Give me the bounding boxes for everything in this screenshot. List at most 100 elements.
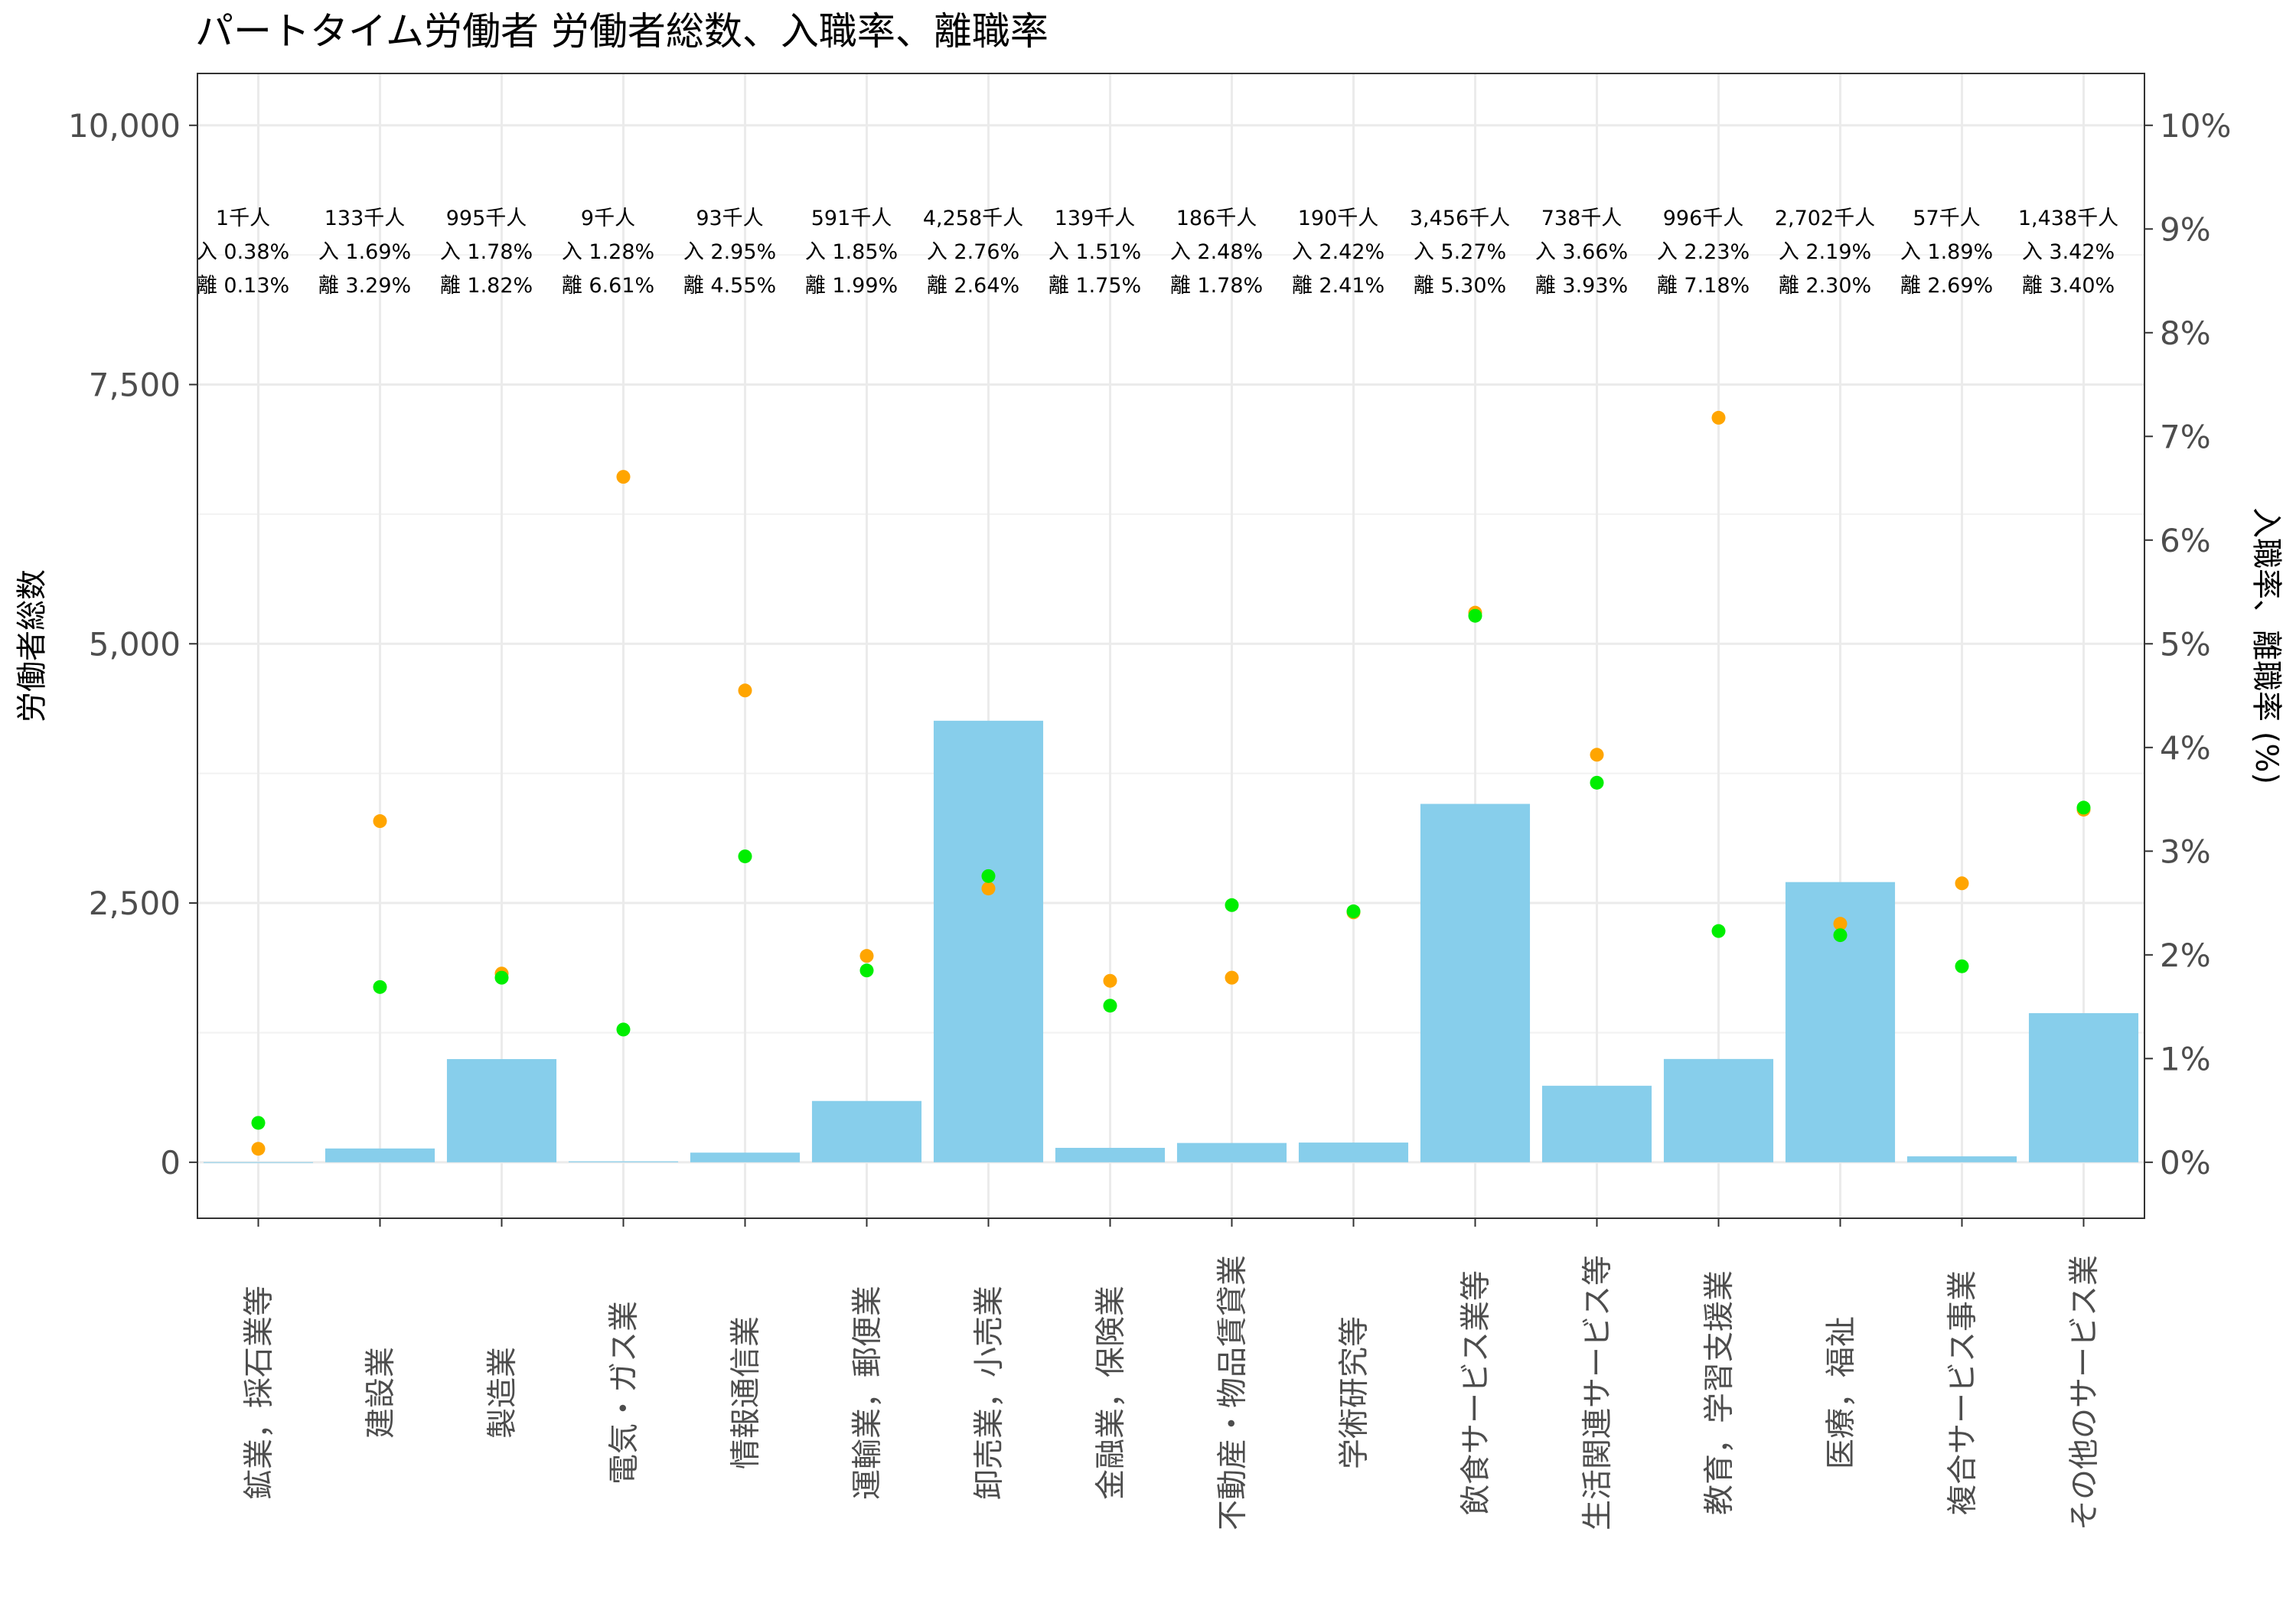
category-label: 建設業 <box>364 1347 399 1439</box>
total-annotation: 190千人 <box>1298 207 1379 230</box>
total-annotation: 9千人 <box>581 207 635 230</box>
entry-annotation: 入 2.48% <box>1170 240 1263 264</box>
entry-rate-point <box>1225 898 1239 912</box>
total-annotation: 4,258千人 <box>923 207 1023 230</box>
bar <box>1906 1156 2017 1162</box>
y-tick-label: 2,500 <box>89 885 181 922</box>
exit-annotation: 離 1.99% <box>805 274 898 298</box>
bar <box>933 720 1044 1162</box>
y2-tick-label: 5% <box>2160 625 2211 663</box>
entry-rate-point <box>738 849 752 864</box>
exit-annotation: 離 1.78% <box>1170 274 1263 298</box>
y-tick-label: 0 <box>160 1144 181 1182</box>
category-label: 飲食サービス業等 <box>1459 1270 1494 1515</box>
category-labels: 鉱業，採石業等 建設業 製造業 電気・ガス業 情報通信業 運輸業，郵便業 卸売業，小売業 金融… <box>242 1255 2102 1530</box>
entry-rate-point <box>1590 775 1604 790</box>
entry-annotation: 入 1.89% <box>1900 240 1993 264</box>
bar <box>1298 1143 1409 1162</box>
axes: 0 2,500 5,000 7,500 10,000 0% 1% 2% 3% 4% 5% 6% 7% 8%… <box>68 107 2231 1227</box>
entry-rate-point <box>1468 608 1482 623</box>
y2-tick-label: 9% <box>2160 210 2211 248</box>
y2-tick-label: 6% <box>2160 522 2211 559</box>
total-annotation: 93千人 <box>696 207 763 230</box>
entry-rate-point <box>2076 800 2091 815</box>
category-label: 学術研究等 <box>1337 1316 1372 1469</box>
category-label: 電気・ガス業 <box>607 1301 642 1485</box>
exit-annotation: 離 2.30% <box>1779 274 1871 298</box>
total-annotation: 2,702千人 <box>1775 207 1875 230</box>
y-axis-title: 労働者総数 <box>15 569 50 722</box>
total-annotation: 1千人 <box>216 207 270 230</box>
y-tick-label: 7,500 <box>89 367 181 404</box>
category-label: 教育，学習支援業 <box>1702 1270 1737 1515</box>
chart-title: パートタイム労働者 労働者総数、入職率、離職率 <box>195 9 1049 54</box>
exit-annotation: 離 2.64% <box>927 274 1019 298</box>
entry-annotation: 入 3.66% <box>1535 240 1628 264</box>
category-label: 医療，福祉 <box>1824 1316 1859 1469</box>
entry-annotation: 入 2.76% <box>927 240 1019 264</box>
exit-annotation: 離 2.69% <box>1900 274 1993 298</box>
y2-tick-label: 7% <box>2160 418 2211 455</box>
y-tick-label: 5,000 <box>89 625 181 663</box>
entry-rate-point <box>1346 904 1361 918</box>
category-label: 運輸業，郵便業 <box>850 1286 885 1500</box>
entry-annotation: 入 1.85% <box>805 240 898 264</box>
category-label: 情報通信業 <box>729 1316 764 1469</box>
entry-annotation: 入 1.28% <box>562 240 654 264</box>
entry-annotation: 入 0.38% <box>197 240 289 264</box>
bar <box>690 1152 801 1162</box>
category-label: 複合サービス事業 <box>1945 1270 1981 1515</box>
total-annotation: 57千人 <box>1913 207 1980 230</box>
total-annotation: 133千人 <box>325 207 406 230</box>
entry-annotation: 入 1.78% <box>440 240 533 264</box>
bars <box>203 720 2139 1163</box>
y2-tick-label: 3% <box>2160 833 2211 870</box>
total-annotation: 591千人 <box>811 207 892 230</box>
bar <box>1176 1143 1287 1162</box>
category-label: 金融業，保険業 <box>1094 1286 1129 1500</box>
exit-annotation: 離 3.40% <box>2022 274 2115 298</box>
bar <box>1420 804 1531 1162</box>
category-label: 生活関連サービス等 <box>1580 1255 1616 1530</box>
exit-annotation: 離 3.93% <box>1535 274 1628 298</box>
exit-annotation: 離 2.41% <box>1292 274 1384 298</box>
entry-annotation: 入 2.19% <box>1779 240 1871 264</box>
y2-axis-title: 入職率、離職率 (%) <box>2249 507 2284 784</box>
entry-rate-point <box>494 970 509 985</box>
entry-rate-point <box>859 963 874 978</box>
total-annotation: 186千人 <box>1176 207 1257 230</box>
y2-tick-label: 2% <box>2160 937 2211 974</box>
total-annotation: 139千人 <box>1055 207 1136 230</box>
total-annotation: 995千人 <box>446 207 527 230</box>
category-label: 鉱業，採石業等 <box>242 1286 277 1500</box>
entry-annotation: 入 1.51% <box>1049 240 1141 264</box>
y2-tick-label: 10% <box>2160 107 2231 145</box>
entry-rate-point <box>1711 924 1726 938</box>
entry-annotation: 入 2.95% <box>683 240 776 264</box>
category-label: その他のサービス業 <box>2067 1255 2102 1530</box>
exit-rate-point <box>251 1142 266 1156</box>
exit-annotation: 離 1.82% <box>440 274 533 298</box>
bar <box>1663 1058 1774 1162</box>
exit-rate-point <box>1103 973 1117 988</box>
entry-rate-point <box>1103 999 1117 1013</box>
y2-tick-label: 4% <box>2160 729 2211 767</box>
category-label: 不動産・物品賃貸業 <box>1215 1255 1251 1530</box>
entry-annotation: 入 2.23% <box>1657 240 1750 264</box>
entry-rate-point <box>1833 928 1848 943</box>
exit-rate-point <box>1711 410 1726 425</box>
entry-rate-point <box>251 1116 266 1130</box>
y2-tick-label: 1% <box>2160 1040 2211 1077</box>
exit-annotation: 離 0.13% <box>197 274 289 298</box>
total-annotation: 1,438千人 <box>2018 207 2118 230</box>
bar <box>1541 1085 1652 1162</box>
bar <box>2028 1012 2139 1162</box>
exit-rate-point <box>1590 748 1604 762</box>
category-label: 製造業 <box>485 1347 520 1439</box>
exit-annotation: 離 4.55% <box>683 274 776 298</box>
entry-rate-point <box>373 980 387 994</box>
total-annotation: 738千人 <box>1541 207 1623 230</box>
bar <box>203 1162 314 1163</box>
entry-annotation: 入 2.42% <box>1292 240 1384 264</box>
